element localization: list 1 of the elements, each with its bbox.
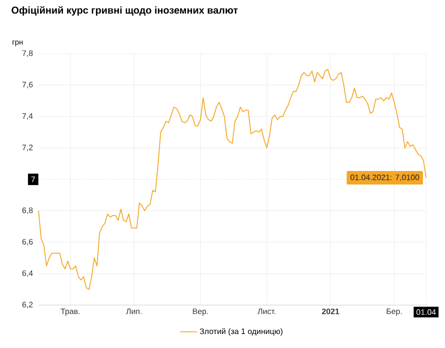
chart-title: Офіційний курс гривні щодо іноземних валют (12, 6, 238, 16)
